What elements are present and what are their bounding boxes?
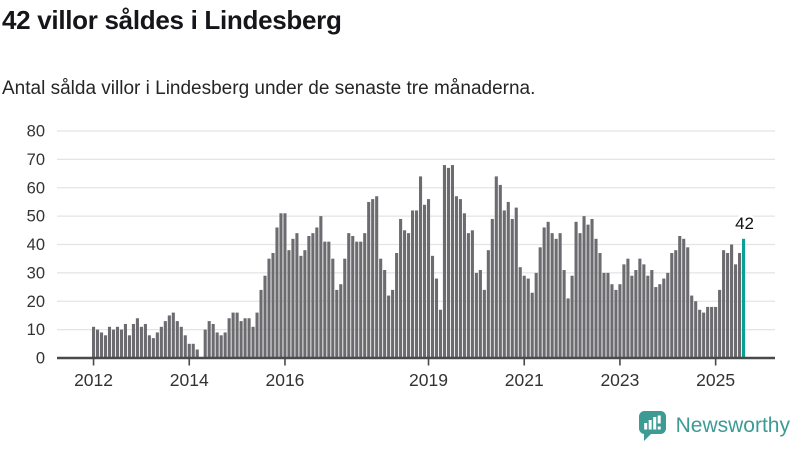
svg-text:70: 70 [27,151,45,169]
svg-text:60: 60 [27,179,45,197]
svg-text:2016: 2016 [265,370,304,390]
svg-text:30: 30 [27,264,45,282]
svg-text:80: 80 [27,123,45,141]
newsworthy-wordmark: Newsworthy [675,414,790,437]
svg-text:2014: 2014 [170,370,209,390]
svg-text:40: 40 [27,236,45,254]
svg-text:0: 0 [36,350,45,368]
svg-text:2012: 2012 [74,370,113,390]
svg-text:2021: 2021 [505,370,544,390]
svg-text:2023: 2023 [600,370,639,390]
newsworthy-logo[interactable]: Newsworthy [638,410,790,442]
svg-text:50: 50 [27,208,45,226]
svg-text:10: 10 [27,321,45,339]
chart-subtitle: Antal sålda villor i Lindesberg under de… [2,78,536,99]
highlight-value-label: 42 [735,214,754,233]
newsworthy-logo-icon [638,411,666,441]
svg-text:20: 20 [27,293,45,311]
svg-text:2025: 2025 [696,370,735,390]
svg-text:2019: 2019 [409,370,448,390]
chart-title: 42 villor såldes i Lindesberg [2,5,342,35]
